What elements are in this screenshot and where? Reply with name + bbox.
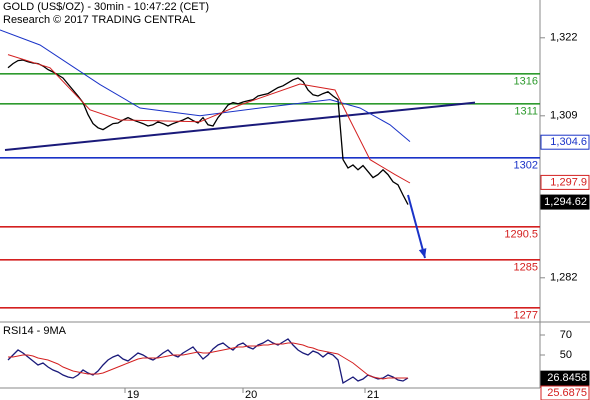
last-value-box — [540, 385, 590, 400]
series-line — [7, 338, 409, 385]
chart-subtitle: Research © 2017 TRADING CENTRAL — [3, 14, 196, 26]
y-tick-label: 1,282 — [550, 272, 578, 284]
level-label: 1277 — [514, 310, 538, 322]
chart-title: GOLD (US$/OZ) - 30min - 10:47:22 (CET) — [3, 1, 209, 13]
last-value-label: 26.8458 — [547, 372, 587, 384]
last-value-box — [540, 370, 590, 386]
level-label: 1302 — [514, 160, 538, 172]
y-tick-label: 1,309 — [550, 110, 578, 122]
arrow-head — [418, 248, 427, 258]
last-value-label: 1,297.9 — [550, 176, 587, 188]
last-value-label: 1,304.6 — [550, 136, 587, 148]
series-line — [7, 54, 411, 184]
last-value-label: 1,294.62 — [544, 196, 587, 208]
last-value-box — [540, 194, 590, 210]
level-label: 1285 — [514, 262, 538, 274]
series-line — [0, 29, 411, 142]
level-label: 1290.5 — [504, 229, 538, 241]
forecast-arrow — [407, 194, 426, 259]
last-value-box — [540, 174, 590, 190]
x-tick-label: 20 — [245, 389, 257, 400]
y-tick-label: 1,322 — [550, 32, 578, 44]
rsi-title: RSI14 - 9MA — [3, 325, 67, 337]
x-tick-label: 21 — [367, 389, 379, 400]
last-value-box — [540, 134, 590, 150]
y-tick-label: 50 — [560, 349, 572, 361]
series-line — [7, 59, 409, 205]
trendline — [4, 101, 476, 151]
level-label: 1311 — [514, 106, 538, 118]
series-line — [8, 342, 408, 380]
y-tick-label: 70 — [560, 329, 572, 341]
last-value-label: 25.6875 — [547, 387, 587, 399]
level-label: 1316 — [514, 76, 538, 88]
x-tick-label: 19 — [127, 389, 139, 400]
